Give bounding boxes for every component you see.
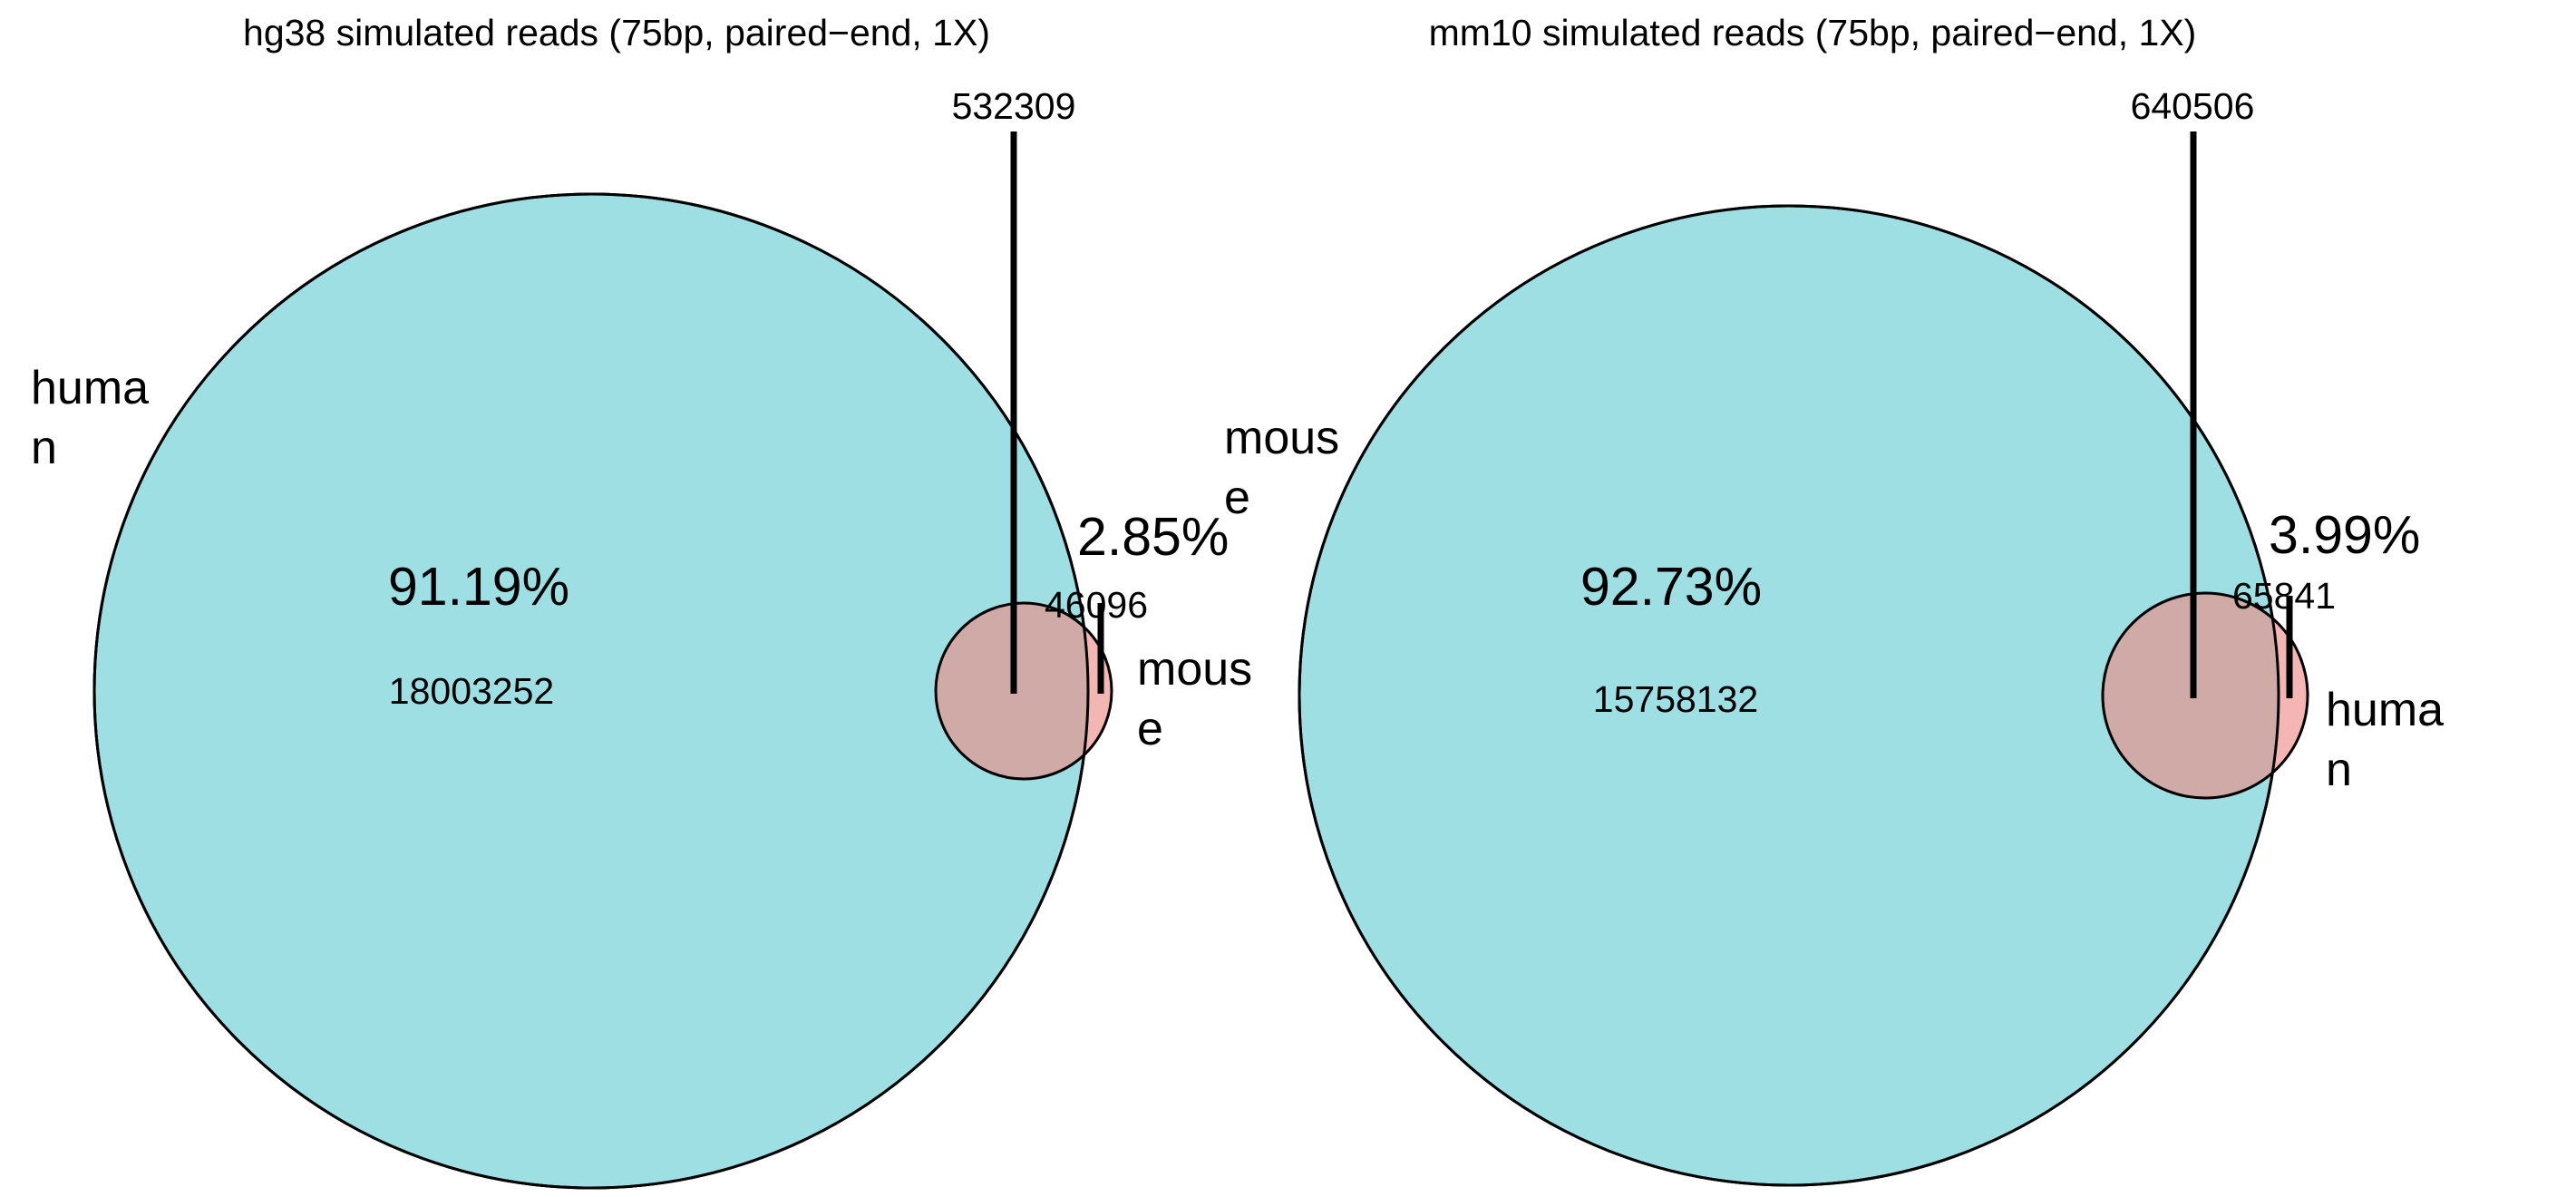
only-a-count: 18003252 xyxy=(389,670,554,712)
panel-title: mm10 simulated reads (75bp, paired−end, … xyxy=(1429,12,2197,54)
set-b-label-line-1: mous xyxy=(1137,643,1252,696)
set-a-label-line-2: n xyxy=(31,422,57,474)
venn-panel-hg38: hg38 simulated reads (75bp, paired−end, … xyxy=(31,12,1266,1190)
overlap-region xyxy=(2103,593,2279,798)
big-circle-outline xyxy=(1298,204,2280,1187)
only-b-percent: 3.99% xyxy=(2269,505,2420,565)
set-b-label-line-1: huma xyxy=(2326,684,2444,736)
only-b-percent: 2.85% xyxy=(1077,507,1229,567)
set-b-label-line-2: e xyxy=(1137,703,1163,755)
big-circle-outline xyxy=(92,192,1090,1190)
set-b-label: mous e xyxy=(1137,643,1266,755)
only-a-percent: 91.19% xyxy=(388,557,569,617)
venn-panel-mm10: mm10 simulated reads (75bp, paired−end, … xyxy=(1224,12,2457,1187)
overlap-count: 532309 xyxy=(952,85,1076,127)
panel-title: hg38 simulated reads (75bp, paired−end, … xyxy=(243,12,990,54)
overlap-region xyxy=(936,603,1088,779)
only-a-count: 15758132 xyxy=(1593,678,1758,720)
set-a-label: huma n xyxy=(31,362,162,474)
small-circle-outline xyxy=(2101,591,2309,800)
set-a-label-line-2: e xyxy=(1224,472,1250,524)
only-a-percent: 92.73% xyxy=(1580,557,1762,617)
overlap-count: 640506 xyxy=(2131,85,2255,127)
small-circle-outline xyxy=(934,601,1113,781)
set-a-label-line-1: mous xyxy=(1224,412,1339,464)
only-b-count: 46096 xyxy=(1045,584,1148,626)
set-b-label: huma n xyxy=(2326,684,2457,796)
set-b-label-line-2: n xyxy=(2326,744,2352,796)
set-a-label-line-1: huma xyxy=(31,362,149,414)
only-b-count: 65841 xyxy=(2232,575,2336,617)
set-a-label: mous e xyxy=(1224,412,1353,524)
